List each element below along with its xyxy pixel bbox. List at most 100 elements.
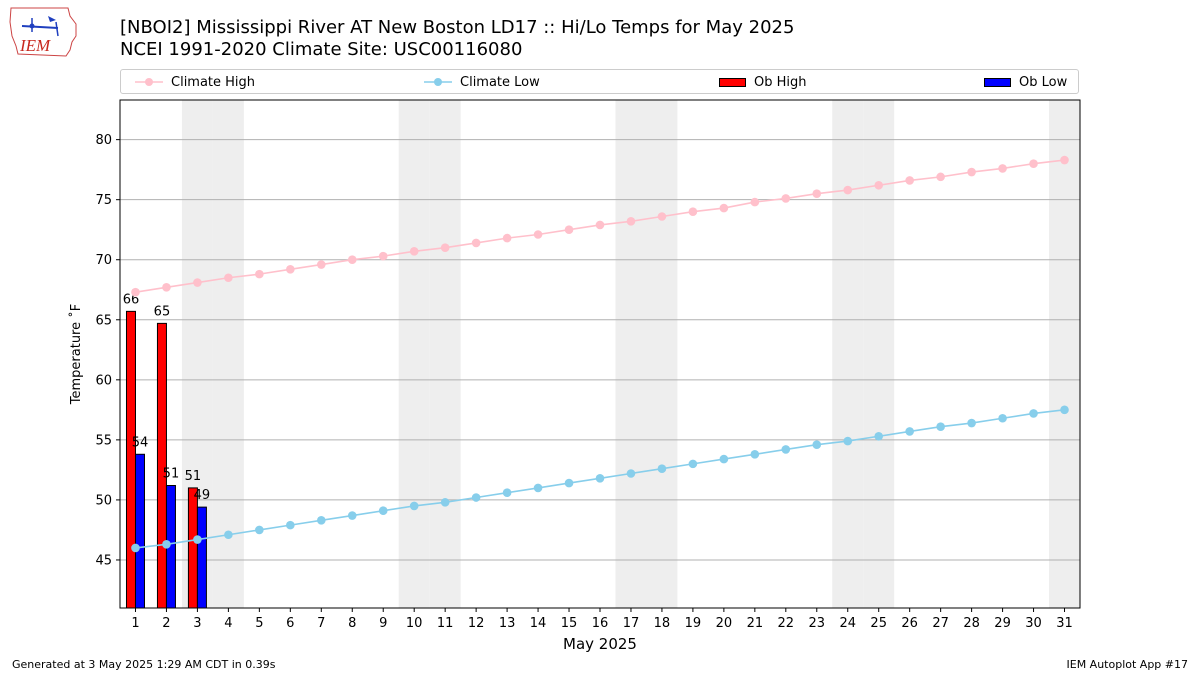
- climate-low-point: [471, 493, 481, 502]
- x-tick-label: 6: [286, 616, 294, 631]
- x-tick-label: 20: [716, 616, 733, 631]
- y-tick-label: 60: [95, 373, 112, 388]
- footer-generated: Generated at 3 May 2025 1:29 AM CDT in 0…: [12, 658, 276, 671]
- climate-high-point: [502, 233, 512, 243]
- y-tick-label: 80: [95, 133, 112, 148]
- x-tick-label: 26: [901, 616, 918, 631]
- climate-low-point: [533, 483, 543, 493]
- climate-high-point: [564, 225, 574, 235]
- weekend-shade: [398, 100, 430, 608]
- x-tick-label: 10: [406, 616, 423, 631]
- x-tick-label: 30: [1025, 616, 1042, 631]
- climate-high-point: [224, 273, 233, 283]
- climate-low-point: [781, 445, 791, 454]
- x-tick-label: 22: [778, 616, 795, 631]
- climate-low-point: [564, 478, 574, 488]
- weekend-shade: [646, 100, 678, 608]
- x-tick-label: 23: [809, 616, 826, 631]
- climate-high-point: [967, 167, 976, 177]
- x-tick-label: 31: [1056, 616, 1073, 631]
- climate-high-point: [874, 180, 884, 190]
- climate-high-point: [936, 172, 945, 182]
- climate-high-point: [750, 197, 760, 207]
- climate-low-point: [347, 511, 357, 520]
- climate-low-point: [936, 422, 945, 431]
- y-axis-label: Temperature ˚F: [68, 304, 84, 405]
- x-tick-label: 19: [685, 616, 702, 631]
- x-tick-label: 11: [437, 616, 454, 631]
- climate-high-point: [998, 164, 1007, 173]
- logo-text: IEM: [19, 36, 51, 55]
- climate-low-point: [967, 418, 976, 428]
- climate-high-point: [905, 176, 914, 185]
- climate-low-point: [1029, 409, 1038, 418]
- x-tick-label: 24: [839, 616, 856, 631]
- climate-high-point: [471, 238, 481, 248]
- legend-label-ob-low: Ob Low: [1019, 74, 1068, 90]
- climate-low-point: [440, 498, 450, 507]
- climate-low-point: [688, 459, 698, 469]
- climate-high-point: [688, 207, 698, 216]
- ob-low-label: 51: [163, 467, 180, 482]
- climate-high-point: [378, 251, 388, 261]
- x-axis-label: May 2025: [563, 635, 637, 653]
- climate-low-point: [657, 464, 667, 473]
- ob-high-label: 65: [154, 304, 171, 319]
- x-tick-label: 1: [131, 616, 139, 631]
- y-tick-label: 75: [95, 193, 112, 208]
- climate-low-point: [378, 506, 388, 516]
- climate-high-point: [131, 287, 140, 297]
- x-tick-label: 3: [193, 616, 201, 631]
- climate-low-point: [1060, 405, 1069, 415]
- climate-high-point: [255, 269, 264, 279]
- climate-high-point: [812, 189, 822, 198]
- x-tick-label: 4: [224, 616, 232, 631]
- climate-high-point: [843, 185, 853, 195]
- x-tick-label: 15: [561, 616, 578, 631]
- climate-low-point: [626, 469, 636, 478]
- weekend-shade: [615, 100, 647, 608]
- climate-high-point: [626, 216, 636, 226]
- weekend-shade: [1049, 100, 1080, 608]
- ob-low-label: 49: [194, 488, 211, 503]
- climate-low-point: [409, 501, 419, 511]
- climate-low-point: [812, 440, 822, 449]
- climate-low-point: [316, 516, 326, 525]
- climate-high-point: [162, 283, 171, 292]
- climate-low-marker-icon: [424, 78, 452, 86]
- climate-low-point: [162, 540, 171, 549]
- y-tick-label: 50: [95, 493, 112, 508]
- ob-low-patch-icon: [984, 77, 1011, 87]
- x-tick-label: 17: [623, 616, 640, 631]
- legend-item-climate-low: Climate Low: [424, 73, 540, 91]
- x-tick-label: 27: [932, 616, 949, 631]
- x-tick-label: 29: [994, 616, 1011, 631]
- y-tick-label: 55: [95, 433, 112, 448]
- climate-high-point: [347, 255, 357, 265]
- x-tick-label: 18: [654, 616, 671, 631]
- ob-low-label: 54: [132, 435, 149, 450]
- climate-low-point: [224, 530, 233, 540]
- climate-high-point: [286, 265, 295, 274]
- ob-high-bar: [125, 310, 136, 609]
- climate-low-point: [255, 525, 264, 535]
- weekend-shade: [863, 100, 895, 608]
- weekend-shade: [429, 100, 461, 608]
- climate-high-point: [595, 220, 605, 230]
- climate-high-point: [657, 212, 667, 221]
- axes-frame: [119, 99, 1081, 609]
- climate-high-point: [1029, 159, 1038, 168]
- x-tick-label: 14: [530, 616, 547, 631]
- climate-high-point: [533, 230, 543, 239]
- climate-low-point: [193, 535, 202, 544]
- climate-low-point: [131, 543, 140, 553]
- ob-high-bar: [187, 487, 198, 609]
- legend-item-climate-high: Climate High: [135, 73, 255, 91]
- climate-high-point: [440, 243, 450, 253]
- x-tick-label: 7: [317, 616, 325, 631]
- weekend-shade: [212, 100, 244, 608]
- ob-low-bar: [196, 506, 207, 609]
- climate-low-point: [719, 454, 729, 464]
- climate-low-point: [998, 413, 1007, 423]
- climate-high-point: [193, 278, 202, 287]
